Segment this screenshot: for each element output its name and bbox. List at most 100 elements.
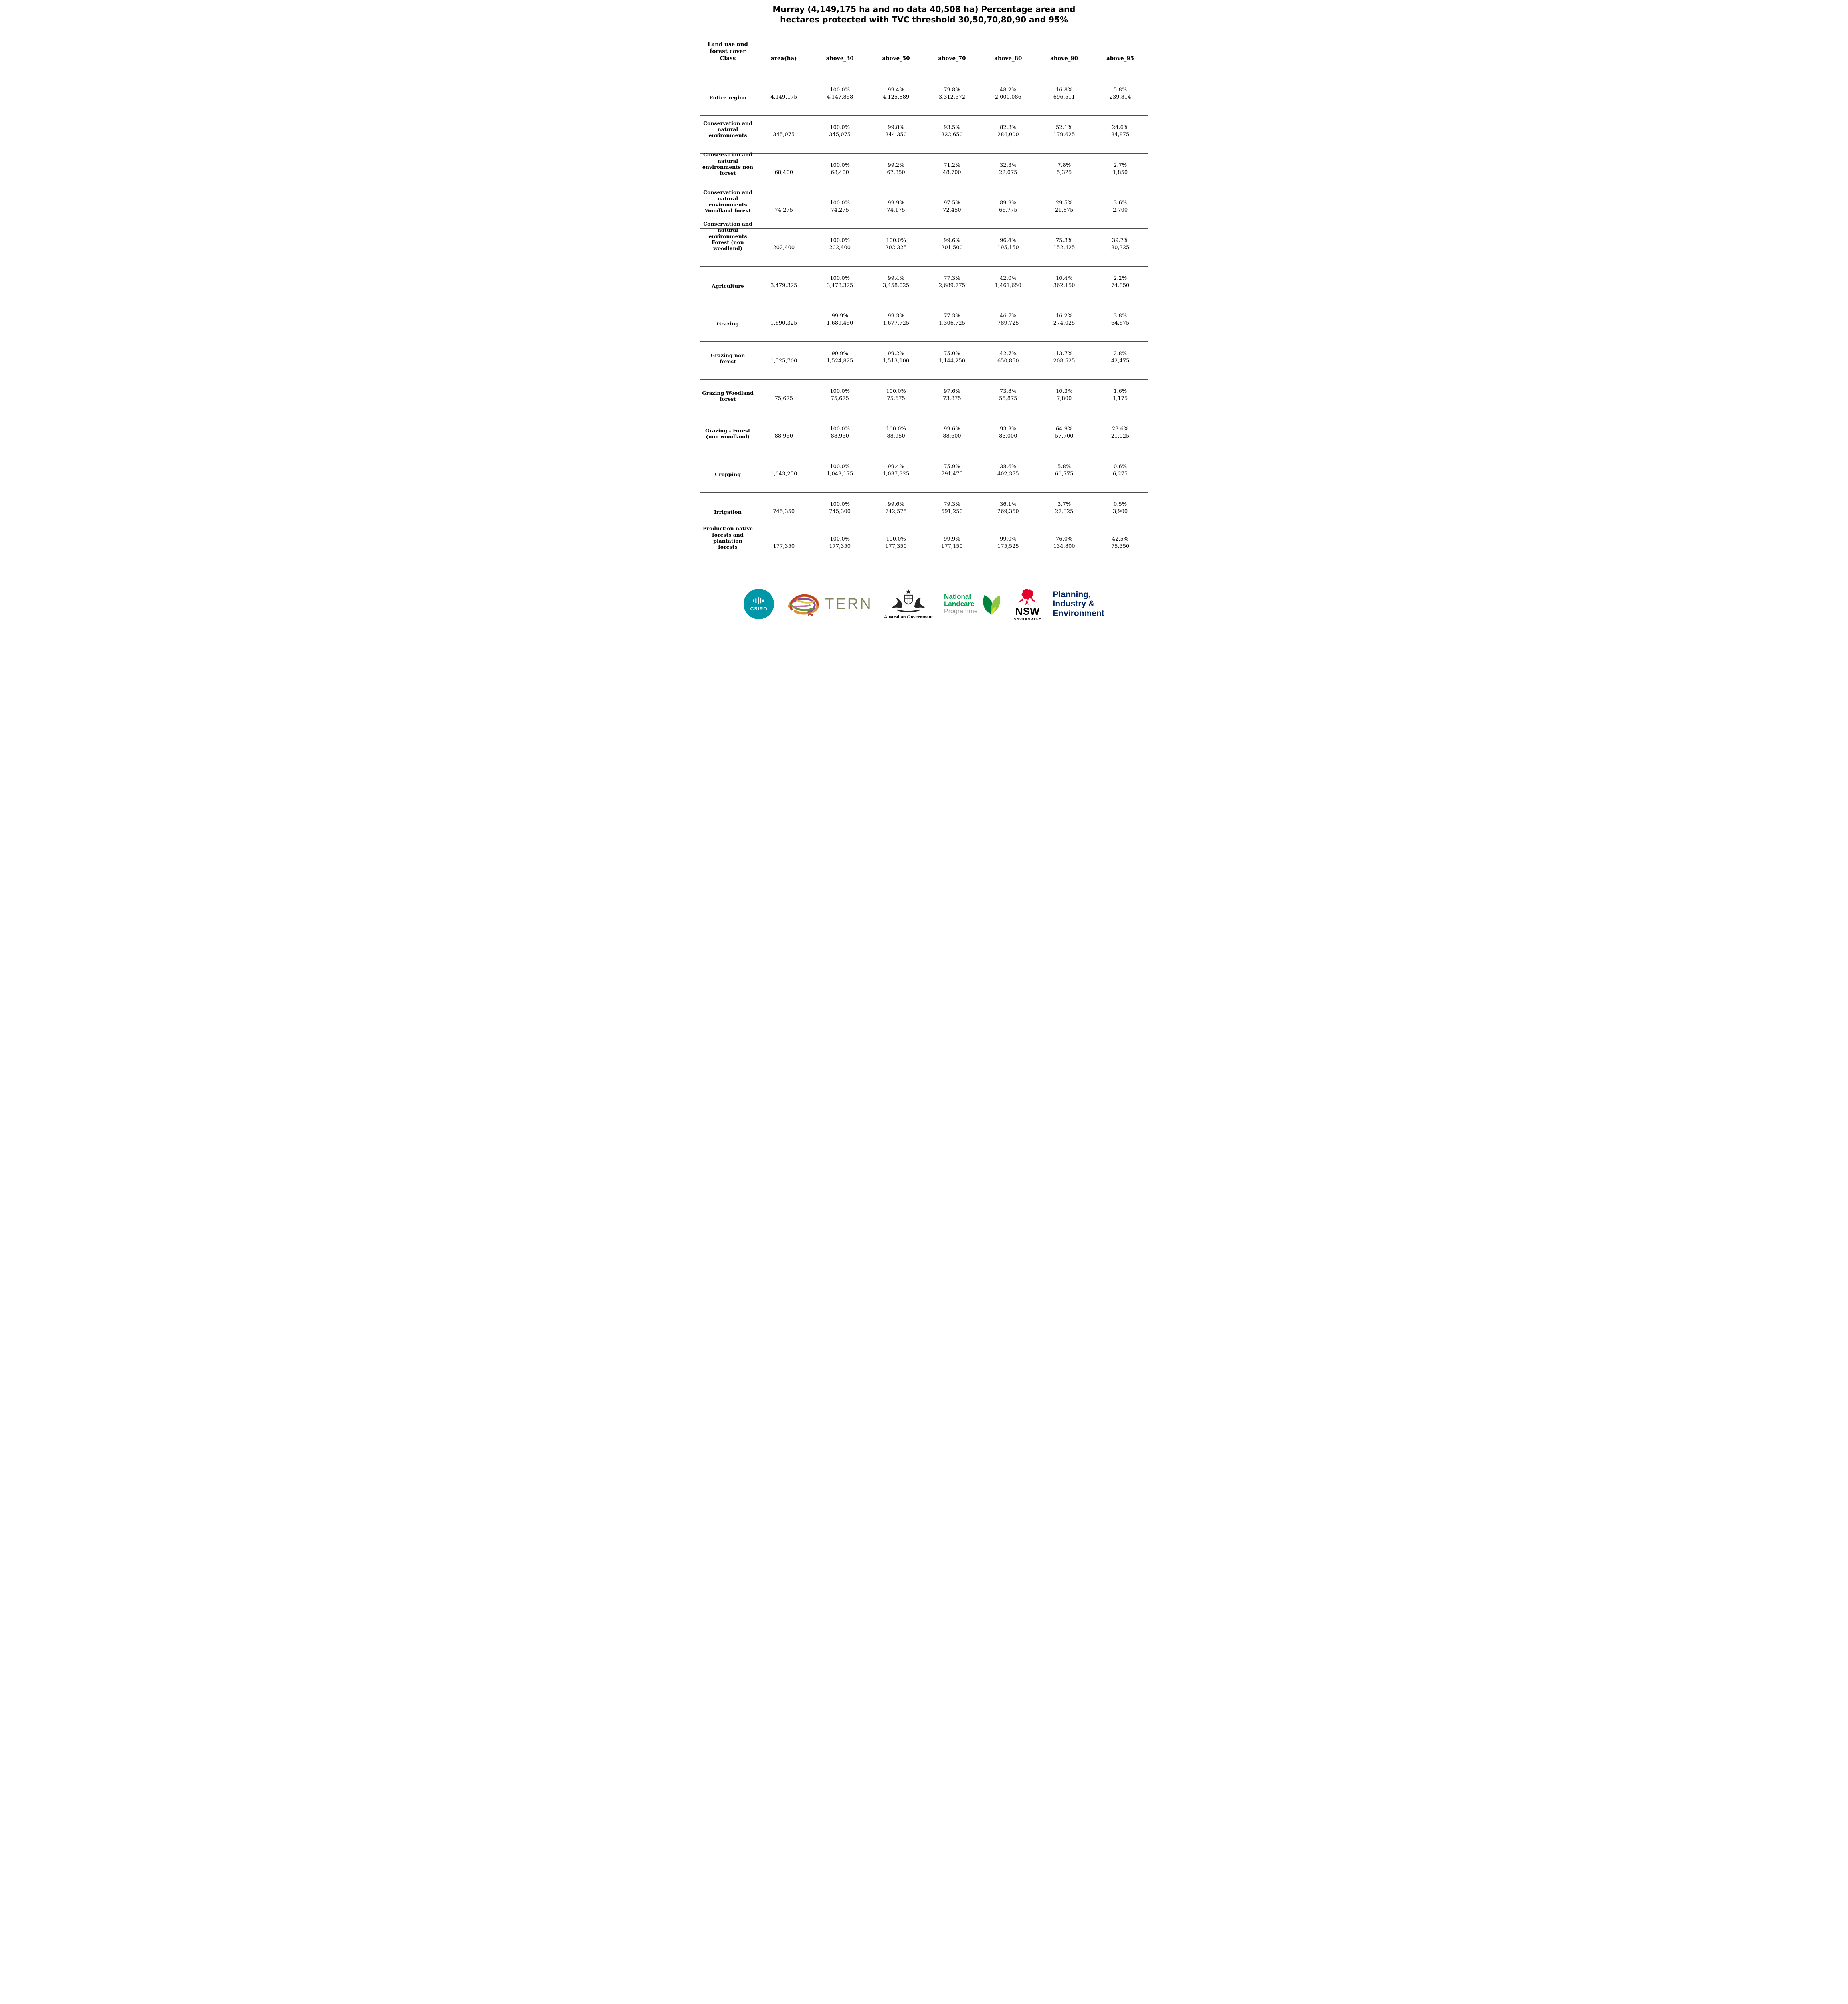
- hectares-value: 6,275: [1112, 471, 1128, 477]
- threshold-cell: 5.8% 60,775: [1036, 454, 1093, 493]
- threshold-cell: 99.2% 67,850: [867, 153, 924, 191]
- threshold-values: 10.4% 362,150: [1037, 275, 1091, 289]
- land-use-class-cell: Entire region: [700, 77, 756, 116]
- threshold-values: 64.9% 57,700: [1037, 426, 1091, 440]
- land-use-class-label: Production native forests and plantation…: [702, 525, 753, 550]
- threshold-values: 100.0% 202,325: [869, 237, 923, 251]
- threshold-cell: 52.1% 179,625: [1036, 115, 1093, 154]
- threshold-values: 2.2% 74,850: [1093, 275, 1147, 289]
- hectares-value: 75,350: [1111, 543, 1130, 549]
- percent-value: 77.3%: [944, 275, 960, 282]
- percent-value: 2.2%: [1114, 275, 1127, 282]
- threshold-values: 3.7% 27,325: [1037, 501, 1091, 515]
- percent-value: 48.2%: [1000, 87, 1017, 93]
- percent-value: 93.5%: [944, 125, 960, 131]
- percent-value: 71.2%: [944, 162, 960, 169]
- threshold-cell: 97.6% 73,875: [924, 379, 981, 417]
- threshold-values: 32.3% 22,075: [981, 162, 1035, 176]
- percent-value: 24.6%: [1112, 125, 1129, 131]
- threshold-values: 100.0% 88,950: [869, 426, 923, 440]
- hectares-value: 177,350: [885, 543, 907, 549]
- hectares-value: 1,513,100: [882, 358, 910, 364]
- threshold-cell: 100.0% 68,400: [811, 153, 868, 191]
- column-header-label: above_30: [826, 55, 854, 62]
- threshold-values: 0.6% 6,275: [1093, 463, 1147, 477]
- percent-value: 100.0%: [830, 501, 850, 508]
- percent-value: 75.0%: [944, 351, 960, 357]
- threshold-cell: 10.3% 7,800: [1036, 379, 1093, 417]
- area-value: 202,400: [773, 244, 795, 251]
- hectares-value: 402,375: [997, 471, 1019, 477]
- tern-australia-scribble-icon: [788, 594, 819, 616]
- threshold-cell: 3.6% 2,700: [1092, 190, 1148, 229]
- threshold-cell: 5.8% 239,814: [1092, 77, 1148, 116]
- threshold-cell: 77.3% 1,306,725: [924, 303, 981, 342]
- hectares-value: 3,900: [1112, 508, 1128, 515]
- hectares-value: 344,350: [885, 131, 907, 138]
- threshold-values: 73.8% 55,875: [981, 388, 1035, 402]
- hectares-value: 322,650: [941, 131, 963, 138]
- csiro-label: CSIRO: [750, 606, 768, 612]
- percent-value: 93.3%: [1000, 426, 1017, 432]
- hectares-value: 55,875: [999, 395, 1017, 402]
- hectares-value: 48,700: [943, 169, 961, 176]
- threshold-cell: 100.0% 345,075: [811, 115, 868, 154]
- percent-value: 99.2%: [888, 351, 904, 357]
- percent-value: 100.0%: [886, 536, 906, 543]
- area-value: 745,350: [773, 508, 795, 515]
- threshold-cell: 96.4% 195,150: [980, 228, 1037, 267]
- threshold-cell: 75.0% 1,144,250: [924, 341, 981, 380]
- hectares-value: 74,175: [887, 207, 905, 213]
- percent-value: 100.0%: [830, 162, 850, 169]
- threshold-values: 93.3% 83,000: [981, 426, 1035, 440]
- tvc-threshold-table: Land use and forest cover Class area(ha) a…: [700, 39, 1148, 562]
- percent-value: 99.9%: [831, 313, 848, 319]
- land-use-class-label: Conservation and natural environments Wo…: [703, 189, 752, 214]
- percent-value: 75.9%: [944, 464, 960, 470]
- hectares-value: 208,525: [1053, 358, 1075, 364]
- hectares-value: 5,325: [1057, 169, 1072, 176]
- hectares-value: 195,150: [997, 244, 1019, 251]
- threshold-values: 99.2% 67,850: [869, 162, 923, 176]
- percent-value: 3.7%: [1057, 501, 1071, 508]
- hectares-value: 696,511: [1053, 94, 1075, 100]
- threshold-values: 16.8% 696,511: [1037, 87, 1091, 101]
- threshold-cell: 38.6% 402,375: [980, 454, 1037, 493]
- percent-value: 3.6%: [1114, 200, 1127, 206]
- threshold-cell: 1.6% 1,175: [1092, 379, 1148, 417]
- threshold-values: 99.4% 4,125,889: [869, 87, 923, 101]
- tern-label: TERN: [825, 595, 873, 612]
- land-use-class-label: Grazing Woodland forest: [702, 390, 754, 402]
- percent-value: 99.2%: [888, 162, 904, 169]
- threshold-cell: 97.5% 72,450: [924, 190, 981, 229]
- hectares-value: 21,025: [1111, 433, 1130, 439]
- threshold-values: 100.0% 68,400: [813, 162, 867, 176]
- column-header: area(ha): [755, 39, 812, 78]
- percent-value: 0.5%: [1114, 501, 1127, 508]
- page-title-line1: Murray (4,149,175 ha and no data 40,508 …: [772, 4, 1076, 14]
- threshold-values: 10.3% 7,800: [1037, 388, 1091, 402]
- hectares-value: 73,875: [943, 395, 961, 402]
- percent-value: 99.6%: [888, 501, 904, 508]
- percent-value: 32.3%: [1000, 162, 1017, 169]
- report-page: Murray (4,149,175 ha and no data 40,508 …: [693, 0, 1155, 640]
- hectares-value: 68,400: [831, 169, 849, 176]
- percent-value: 100.0%: [830, 200, 850, 206]
- table-row: Conservation and natural environments 345…: [700, 115, 1148, 154]
- land-use-class-cell: Irrigation: [700, 492, 756, 530]
- hectares-value: 745,300: [829, 508, 851, 515]
- hectares-value: 3,312,572: [938, 94, 966, 100]
- hectares-value: 4,147,858: [827, 94, 853, 100]
- table-row: Grazing - Forest (non woodland) 88,950 100…: [700, 416, 1148, 455]
- threshold-values: 75.0% 1,144,250: [925, 350, 979, 364]
- threshold-cell: 0.6% 6,275: [1092, 454, 1148, 493]
- land-use-class-cell: Agriculture: [700, 266, 756, 304]
- percent-value: 16.8%: [1056, 87, 1073, 93]
- percent-value: 99.6%: [944, 426, 960, 432]
- threshold-cell: 100.0% 177,350: [867, 529, 924, 562]
- threshold-values: 100.0% 345,075: [813, 124, 867, 138]
- column-header-label: Land use and forest cover Class: [707, 41, 748, 62]
- hectares-value: 284,000: [997, 131, 1019, 138]
- australian-government-label: Australian Government: [884, 614, 933, 620]
- land-use-class-label: Cropping: [714, 471, 741, 478]
